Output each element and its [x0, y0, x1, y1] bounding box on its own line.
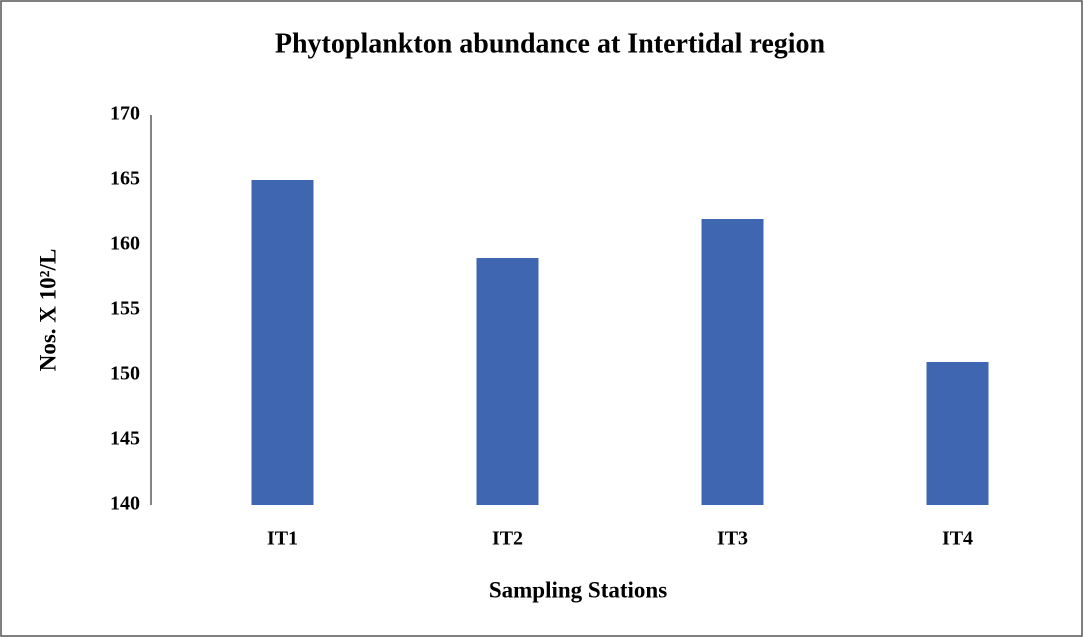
y-tick-label: 170 — [110, 103, 140, 125]
x-tick-label: IT4 — [942, 528, 973, 550]
y-tick-label: 150 — [110, 363, 140, 385]
bar — [701, 219, 764, 505]
y-tick-label: 160 — [110, 233, 140, 255]
x-tick-label: IT3 — [717, 528, 748, 550]
y-tick-label: 165 — [110, 168, 140, 190]
x-tick-label: IT1 — [267, 528, 298, 550]
y-tick-label: 140 — [110, 493, 140, 515]
x-tick-label: IT2 — [492, 528, 523, 550]
y-tick-label: 145 — [110, 428, 140, 450]
y-tick-label: 155 — [110, 298, 140, 320]
chart-title: Phytoplankton abundance at Intertidal re… — [275, 28, 826, 59]
bar — [251, 180, 314, 505]
bar — [926, 362, 989, 505]
x-axis-label: Sampling Stations — [489, 577, 667, 602]
bar — [476, 258, 539, 505]
y-axis-label: Nos. X 10²/L — [35, 249, 60, 372]
